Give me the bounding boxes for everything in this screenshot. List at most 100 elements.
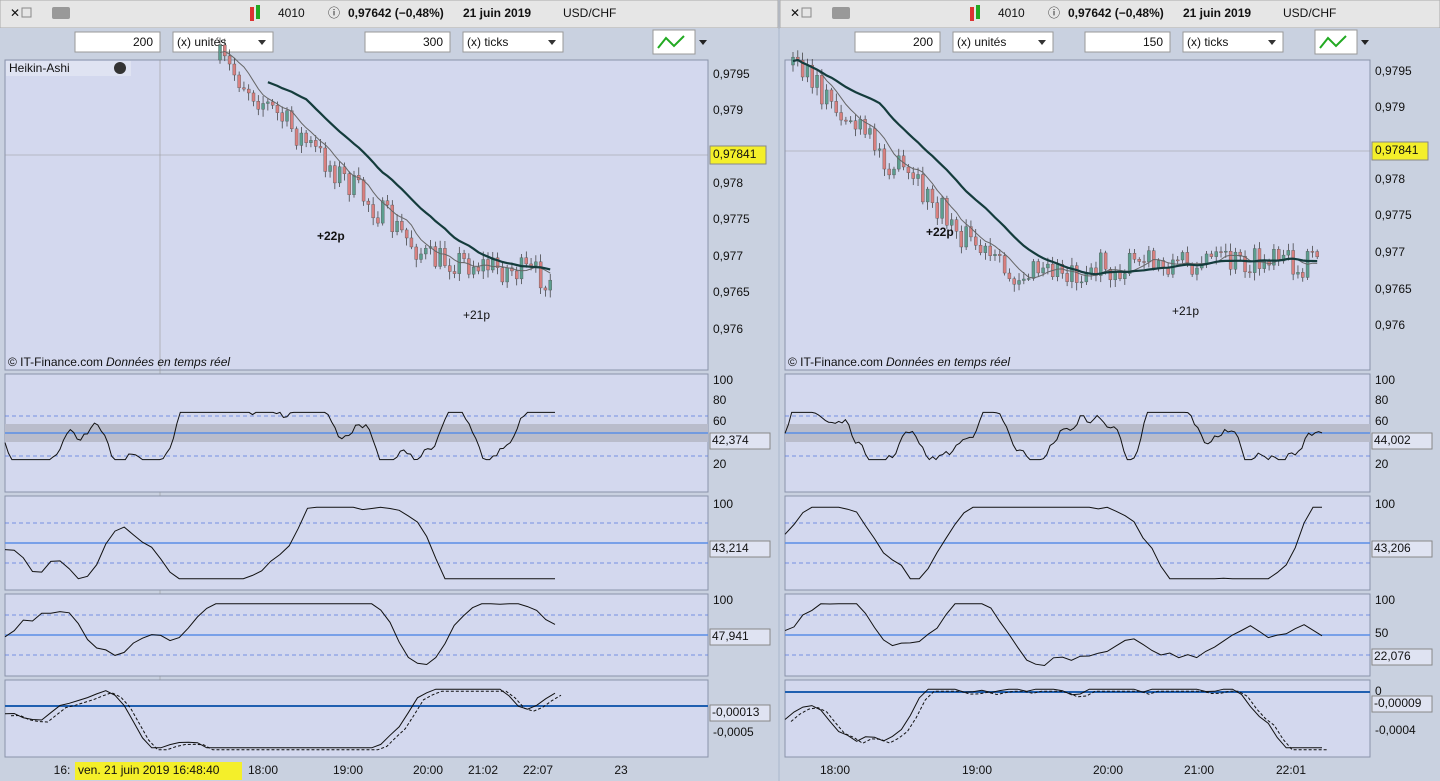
candle — [256, 101, 260, 110]
keyboard-icon[interactable] — [52, 7, 70, 19]
candle — [959, 231, 964, 248]
candle — [1132, 253, 1137, 260]
candle — [829, 89, 834, 102]
chart-type-button[interactable] — [1314, 29, 1358, 55]
candle — [1002, 255, 1007, 274]
oscillator — [4, 506, 555, 580]
minimize[interactable] — [21, 7, 32, 18]
candle — [500, 267, 505, 283]
dropdown-arrow — [258, 40, 266, 45]
candle — [424, 248, 428, 255]
candle — [1180, 252, 1185, 261]
candle — [519, 257, 524, 280]
price-axis-label: 0,977 — [713, 249, 743, 263]
candle — [974, 236, 978, 246]
candle — [1204, 253, 1209, 265]
candle — [251, 92, 256, 102]
pair: USD/CHF — [563, 6, 616, 20]
candle — [877, 148, 882, 151]
candle — [304, 132, 308, 143]
candle — [1026, 278, 1031, 280]
candle — [1079, 281, 1084, 284]
current-price-box — [1371, 141, 1429, 161]
minimize[interactable] — [801, 7, 812, 18]
candle — [1031, 261, 1036, 279]
current-price: 0,97841 — [1375, 143, 1419, 157]
candle — [548, 279, 552, 291]
dropdown-arrow — [1268, 40, 1276, 45]
keyboard-icon[interactable] — [832, 7, 850, 19]
price-axis-label: 0,976 — [713, 322, 743, 336]
candle — [978, 245, 983, 253]
candle — [1209, 253, 1214, 257]
candle — [824, 89, 829, 105]
candle — [1147, 250, 1151, 263]
time-label: 19:00 — [333, 763, 363, 777]
candle — [849, 120, 853, 122]
candle — [452, 271, 457, 274]
indicator-value-box — [1371, 540, 1433, 558]
candle — [1137, 259, 1141, 262]
indicator-tick: 80 — [713, 393, 727, 407]
candle — [887, 168, 891, 176]
candle-icon — [250, 7, 254, 21]
candle — [1065, 273, 1069, 282]
indicator-value: 43,206 — [1374, 541, 1411, 555]
annotation: +22p — [926, 225, 954, 239]
candle-icon — [970, 7, 974, 21]
candle — [395, 221, 399, 233]
candle — [1224, 250, 1228, 253]
candle — [1099, 252, 1103, 276]
time-label: 21:00 — [1184, 763, 1214, 777]
candle — [390, 204, 394, 233]
dropdown[interactable] — [462, 31, 564, 53]
candle — [471, 266, 476, 275]
info-icon: ⓘ — [1048, 6, 1060, 20]
time-label: 22:07 — [523, 763, 553, 777]
candle — [1190, 264, 1194, 275]
dropdown-label: (x) unités — [957, 35, 1006, 49]
close-button[interactable]: ✕ — [10, 6, 20, 20]
candle — [844, 119, 848, 122]
date: 21 juin 2019 — [463, 6, 531, 20]
candle — [1036, 261, 1040, 274]
slow-average — [792, 58, 1318, 276]
dropdown[interactable] — [1182, 31, 1284, 53]
candle — [1108, 268, 1113, 281]
chart-type-button[interactable] — [652, 29, 696, 55]
number-input[interactable] — [364, 31, 451, 53]
candle — [1022, 278, 1026, 281]
indicator-tick: 0 — [1375, 684, 1382, 698]
number-input[interactable] — [854, 31, 941, 53]
indicator-tick: 100 — [713, 373, 733, 387]
candle — [1007, 272, 1012, 279]
close-indicator[interactable] — [114, 62, 126, 74]
candle — [242, 87, 246, 90]
close-button[interactable]: ✕ — [790, 6, 800, 20]
indicator-tick: 100 — [1375, 593, 1395, 607]
indicator-value-box — [1371, 432, 1433, 450]
candle — [328, 165, 332, 172]
candle — [925, 188, 930, 203]
candle — [404, 229, 409, 239]
number-input[interactable] — [1084, 31, 1171, 53]
candle — [309, 140, 313, 143]
indicator-name: Heikin-Ashi — [9, 61, 70, 75]
candle — [1012, 278, 1016, 285]
credit-note: Données en temps réel — [886, 355, 1010, 369]
candle — [347, 173, 351, 195]
indicator-value: -0,00009 — [1374, 696, 1422, 710]
dropdown-arrow — [1038, 40, 1046, 45]
count: 4010 — [998, 6, 1025, 20]
price-axis-label: 0,978 — [713, 176, 743, 190]
candle — [1195, 267, 1199, 275]
candle — [275, 105, 280, 113]
candle — [1156, 260, 1161, 268]
dropdown[interactable] — [952, 31, 1054, 53]
price-axis-label: 0,9775 — [713, 212, 750, 226]
number-value: 200 — [913, 35, 933, 49]
indicator-value: 42,374 — [712, 433, 749, 447]
number-input[interactable] — [74, 31, 161, 53]
oscillator — [4, 411, 555, 461]
candle — [810, 64, 814, 88]
